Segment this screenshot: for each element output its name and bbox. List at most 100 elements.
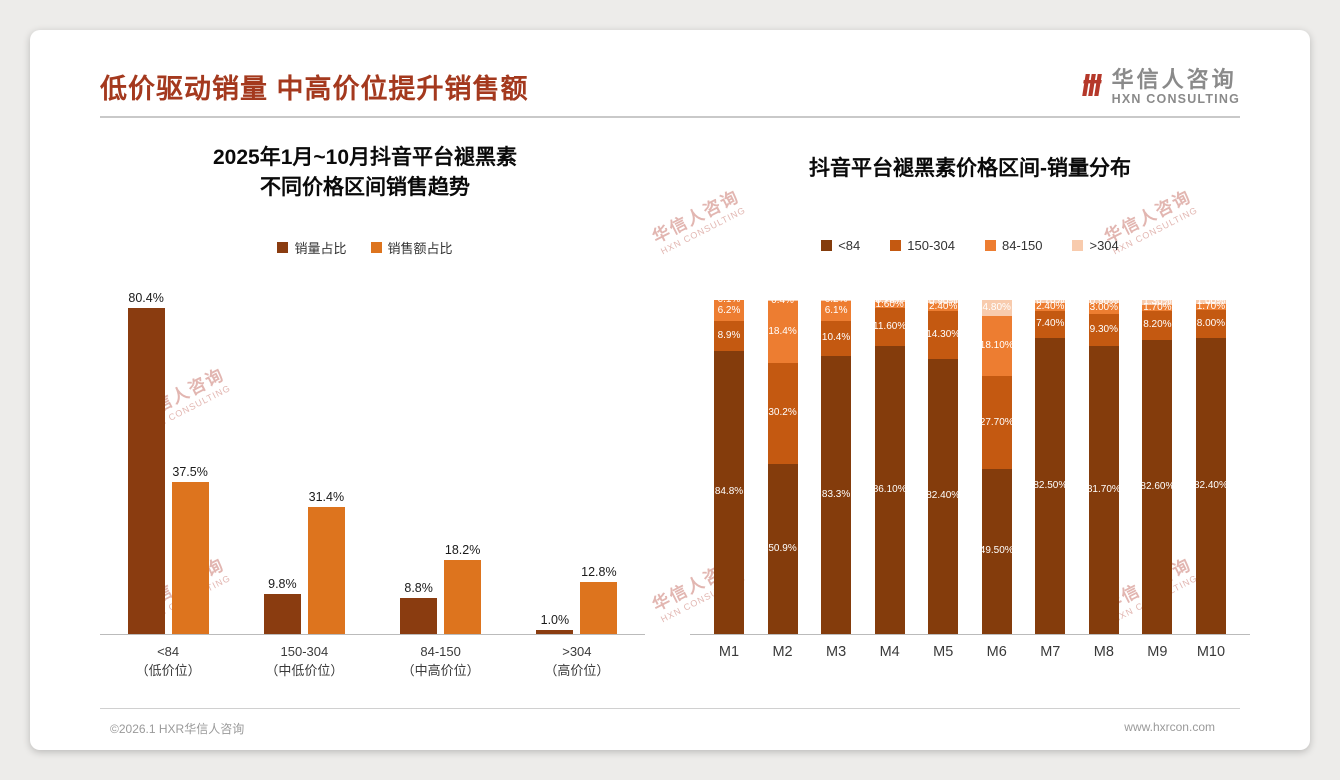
stacked-bar: 0.90% 2.40% 14.30% 82.40%: [926, 295, 961, 634]
segment-label: 14.30%: [926, 328, 961, 340]
bar-segment: 0.70%: [874, 296, 905, 306]
bar-segment: 9.30%: [1088, 313, 1119, 347]
month-label: M9: [1147, 644, 1168, 660]
stacked-bar: 1.00% 1.70% 8.00% 82.40%: [1193, 295, 1228, 634]
legend-item: 销售额占比: [370, 238, 453, 257]
footer-copyright: ©2026.1 HXR华信人咨询: [110, 722, 245, 736]
segment-label: 82.40%: [1193, 480, 1228, 492]
legend-swatch: [370, 242, 382, 253]
bar-pair: 1.0% 12.8%: [536, 565, 618, 634]
month-label: M10: [1196, 644, 1226, 660]
month-label: M2: [772, 644, 793, 660]
segment-label: 50.9%: [768, 542, 797, 554]
bar-segment: 82.40%: [1193, 338, 1228, 634]
bar: [171, 482, 209, 634]
bar: [536, 629, 574, 634]
bar-segment: 0.2%: [821, 295, 852, 305]
bar-group: 9.8% 31.4% 150-304 （中低价位）: [236, 295, 372, 678]
segment-label: 0.90%: [929, 295, 958, 307]
segment-label: 1.00%: [1196, 295, 1226, 307]
month-label: M3: [826, 644, 847, 660]
stacked-bar: 0.70% 2.40% 7.40% 82.50%: [1033, 296, 1068, 634]
legend-item: <84: [821, 238, 860, 253]
legend-label: 销售额占比: [387, 241, 453, 256]
bar: [263, 594, 301, 634]
bar-segment: 18.4%: [767, 301, 798, 363]
month-label: M7: [1040, 644, 1061, 660]
segment-label: 1.70%: [1143, 301, 1172, 313]
segment-label: 0.4%: [771, 294, 794, 306]
segment-label: 83.3%: [821, 488, 851, 500]
right-chart-title: 抖音平台褪黑素价格区间-销量分布: [809, 157, 1131, 180]
bar-wrap: 8.8%: [400, 581, 438, 634]
slide: 华信人咨询 HXN CONSULTING 华信人咨询 HXN CONSULTIN…: [30, 30, 1310, 750]
segment-label: 9.30%: [1089, 324, 1118, 336]
bar-wrap: 80.4%: [127, 291, 165, 634]
bar-pair: 8.8% 18.2%: [400, 543, 482, 634]
month-label: M5: [933, 644, 954, 660]
segment-label: 82.60%: [1140, 480, 1175, 492]
segment-label: 0.90%: [1089, 295, 1118, 307]
bar-segment: 1.30%: [1142, 297, 1173, 307]
legend-label: >304: [1089, 238, 1119, 253]
bar-segment: 3.00%: [1088, 302, 1119, 314]
value-label: 37.5%: [172, 465, 208, 480]
stacked-bar: 0.2% 6.1% 10.4% 83.3%: [821, 295, 852, 634]
stacked-bar: 0.1% 6.2% 8.9% 84.8%: [714, 295, 744, 634]
category-label: 84-150 （中高价位）: [401, 644, 480, 678]
legend-swatch: [890, 240, 902, 251]
stacked-bar-column: 4.80% 18.10% 27.70% 49.50% M6: [979, 300, 1014, 660]
bar: [400, 598, 438, 634]
bar: [444, 560, 482, 634]
bar-segment: 18.10%: [980, 316, 1014, 377]
bar-segment: 86.10%: [873, 346, 907, 634]
bar-wrap: 37.5%: [171, 465, 209, 634]
stacked-bar-column: 0.1% 6.2% 8.9% 84.8% M1: [714, 295, 744, 660]
stacked-bar: 4.80% 18.10% 27.70% 49.50%: [979, 300, 1014, 634]
bar-segment: 1.60%: [874, 300, 905, 310]
segment-label: 8.20%: [1143, 319, 1172, 331]
segment-label: 3.00%: [1089, 302, 1118, 314]
segment-label: 11.60%: [873, 321, 907, 333]
bar-segment: 8.9%: [714, 321, 744, 351]
stacked-bar-column: 0.90% 3.00% 9.30% 81.70% M8: [1087, 295, 1121, 660]
bar-pair: 9.8% 31.4%: [263, 489, 345, 634]
bar-segment: 7.40%: [1035, 311, 1066, 338]
left-chart-legend: 销量占比 销售额占比: [100, 238, 630, 257]
legend-label: <84: [838, 238, 861, 253]
segment-label: 0.70%: [1036, 295, 1065, 307]
segment-label: 0.70%: [875, 295, 904, 307]
bar-segment: 1.00%: [1195, 295, 1226, 307]
value-label: 80.4%: [128, 291, 164, 306]
left-chart-title-line2: 不同价格区间销售趋势: [260, 176, 470, 199]
segment-label: 6.2%: [717, 304, 741, 316]
legend-swatch: [1072, 240, 1084, 251]
segment-label: 18.4%: [768, 326, 797, 338]
legend-swatch: [985, 240, 996, 251]
footer-website: www.hxrcon.com: [1124, 720, 1215, 734]
footer-divider: [100, 708, 1240, 709]
bar-group: 80.4% 37.5% <84 （低价位）: [100, 291, 236, 678]
segment-label: 82.50%: [1033, 479, 1068, 491]
bar-segment: 50.9%: [767, 463, 798, 634]
legend-item: 150-304: [890, 238, 955, 253]
header: 低价驱动销量 中高价位提升销售额 华信人咨询 HXN CONSULTING: [100, 30, 1240, 118]
bar-wrap: 31.4%: [307, 489, 345, 634]
value-label: 12.8%: [581, 565, 617, 580]
month-label: M4: [879, 644, 900, 660]
bar-segment: 14.30%: [926, 311, 961, 359]
category-label: <84 （低价位）: [135, 644, 201, 678]
logo-english-name: HXN CONSULTING: [1111, 92, 1240, 106]
stacked-bar: 0.90% 3.00% 9.30% 81.70%: [1087, 295, 1121, 634]
bar-wrap: 12.8%: [580, 565, 618, 634]
segment-label: 27.70%: [979, 416, 1014, 428]
logo-text: 华信人咨询 HXN CONSULTING: [1111, 68, 1240, 107]
right-chart-legend: <84 150-304 84-150 >304: [690, 238, 1250, 253]
stacked-bar: 0.70% 1.60% 11.60% 86.10%: [873, 296, 907, 634]
legend-item: >304: [1072, 238, 1119, 253]
segment-label: 4.80%: [982, 302, 1011, 314]
bar-segment: 11.60%: [873, 307, 907, 347]
bar-group: 8.8% 18.2% 84-150 （中高价位）: [373, 295, 509, 678]
value-label: 31.4%: [308, 489, 345, 504]
category-label: 150-304 （中低价位）: [265, 644, 344, 678]
